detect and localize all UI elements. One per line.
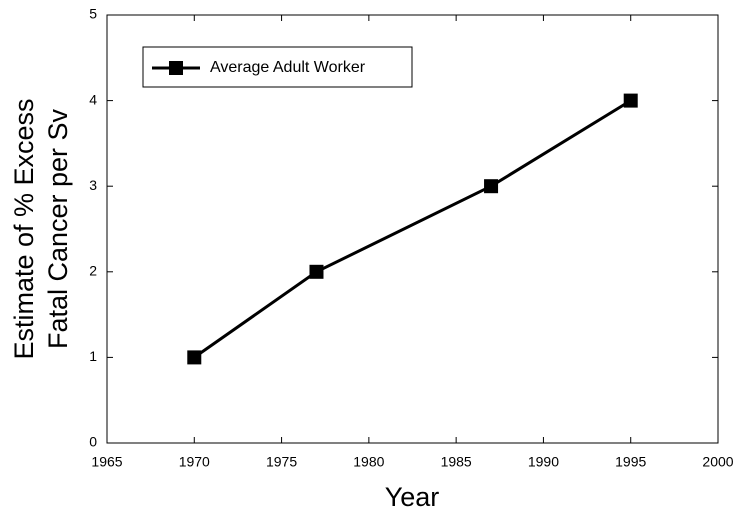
- plot-frame: [106, 14, 719, 444]
- x-tick-label: 2000: [702, 454, 733, 470]
- y-tick-label: 1: [89, 348, 97, 364]
- y-tick-label: 2: [89, 263, 97, 279]
- legend-marker: [169, 61, 183, 75]
- x-tick-label: 1970: [179, 454, 210, 470]
- y-axis-label: Estimate of % Excess: [9, 98, 39, 359]
- marker: [187, 350, 202, 365]
- x-axis-label: Year: [385, 482, 440, 512]
- y-tick-label: 5: [89, 6, 97, 22]
- marker: [623, 93, 638, 108]
- x-tick-label: 1990: [528, 454, 559, 470]
- marker: [309, 264, 324, 279]
- marker: [484, 179, 499, 194]
- x-tick-label: 1985: [441, 454, 472, 470]
- y-axis-label: Fatal Cancer per Sv: [43, 108, 73, 349]
- y-tick-label: 3: [89, 177, 97, 193]
- x-tick-label: 1975: [266, 454, 297, 470]
- series-line: [193, 99, 632, 359]
- legend-label: Average Adult Worker: [210, 59, 366, 76]
- y-tick-label: 4: [89, 91, 97, 107]
- y-tick-label: 0: [89, 434, 97, 450]
- x-tick-label: 1965: [91, 454, 122, 470]
- x-tick-label: 1980: [353, 454, 384, 470]
- x-tick-label: 1995: [615, 454, 646, 470]
